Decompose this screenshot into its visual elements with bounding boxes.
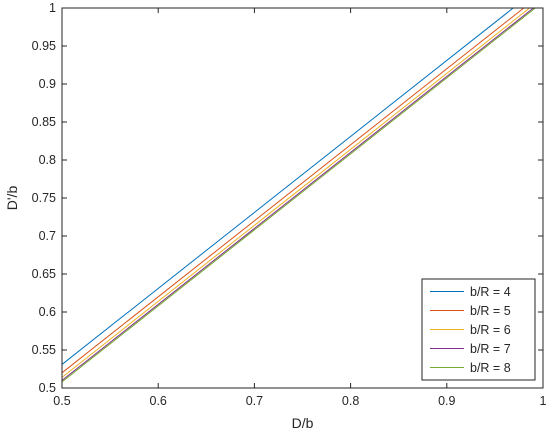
- y-tick-label: 0.6: [39, 305, 56, 319]
- series-line-2: [61, 7, 525, 374]
- y-tick-label: 0.75: [32, 191, 56, 205]
- tick-layer: 0.5 0.6 0.7 0.8 0.9 1 0.5 0.55 0.6 0.65 0.7 0.75 0.8…: [32, 1, 547, 408]
- x-tick-label: 0.6: [150, 394, 167, 408]
- y-axis-label: D'/b: [4, 186, 20, 211]
- series-line-1: [61, 7, 514, 365]
- x-tick-label: 0.5: [53, 394, 70, 408]
- x-tick-label: 0.9: [438, 394, 455, 408]
- y-tick-label: 0.95: [32, 39, 56, 53]
- series-line-4: [61, 7, 534, 381]
- legend-label-2: b/R = 5: [470, 304, 511, 318]
- y-tick-label: 0.9: [39, 77, 56, 91]
- y-tick-label: 1: [49, 1, 56, 15]
- y-tick-label: 0.85: [32, 115, 56, 129]
- legend-label-5: b/R = 8: [470, 361, 511, 375]
- legend-label-4: b/R = 7: [470, 342, 511, 356]
- y-tick-label: 0.55: [32, 343, 56, 357]
- legend-label-3: b/R = 6: [470, 323, 511, 337]
- y-tick-label: 0.8: [39, 153, 56, 167]
- y-tick-label: 0.65: [32, 267, 56, 281]
- x-tick-label: 0.7: [246, 394, 263, 408]
- series-line-3: [61, 7, 530, 378]
- series-line-5: [61, 7, 536, 383]
- x-tick-label: 1: [540, 394, 547, 408]
- y-tick-label: 0.5: [39, 381, 56, 395]
- legend: b/R = 4 b/R = 5 b/R = 6 b/R = 7 b/R = 8: [421, 278, 536, 381]
- series-layer: [61, 7, 536, 383]
- legend-label-1: b/R = 4: [470, 285, 511, 299]
- x-axis-label: D/b: [292, 415, 314, 431]
- x-tick-label: 0.8: [342, 394, 359, 408]
- y-tick-label: 0.7: [39, 229, 56, 243]
